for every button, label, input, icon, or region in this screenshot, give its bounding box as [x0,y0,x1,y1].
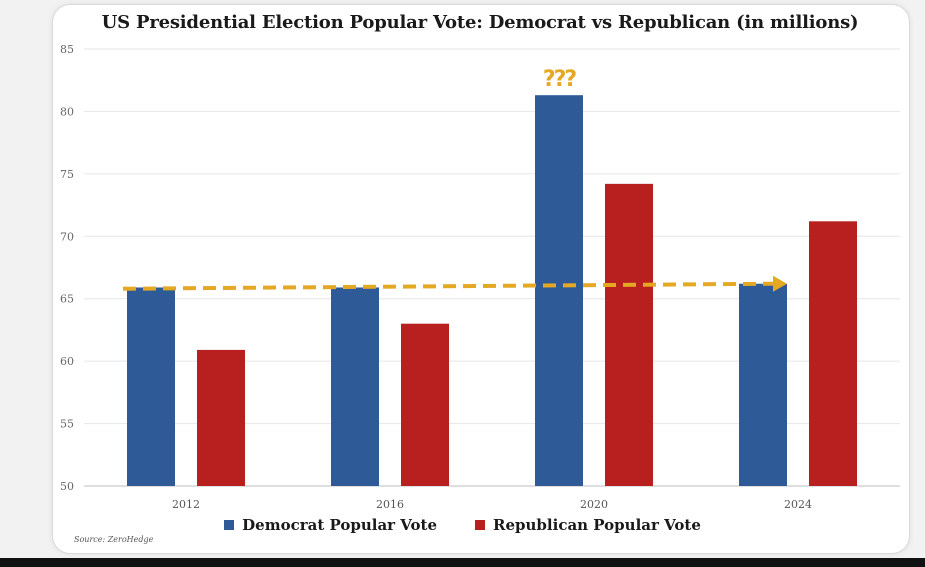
trend-arrow-head [773,275,787,292]
legend-item-democrat: Democrat Popular Vote [224,516,437,534]
legend-swatch-democrat [224,520,235,530]
x-tick-label: 2024 [784,498,812,511]
y-tick-label: 50 [60,480,74,493]
y-tick-label: 80 [60,105,74,118]
trend-arrow-line [122,281,774,291]
x-tick-label: 2016 [376,498,404,511]
y-tick-label: 55 [60,418,74,431]
source-note: Source: ZeroHedge [74,535,154,544]
chart-title: US Presidential Election Popular Vote: D… [101,12,859,33]
question-marks-annotation: ??? [543,67,577,92]
legend-label-democrat: Democrat Popular Vote [242,516,438,534]
legend-swatch-republican [475,520,486,530]
y-tick-label: 60 [60,355,74,368]
x-tick-label: 2020 [580,498,608,511]
bar-republican-2024 [809,221,857,486]
chart-legend: Democrat Popular Vote Republican Popular… [0,516,925,534]
legend-label-republican: Republican Popular Vote [493,516,701,534]
y-tick-label: 65 [60,293,74,306]
bar-republican-2016 [401,323,449,486]
x-tick-label: 2012 [172,498,200,511]
bottom-bar [0,558,925,567]
bar-democrat-2024 [739,283,787,486]
bar-republican-2012 [197,349,245,486]
bar-democrat-2020 [535,95,583,486]
y-tick-label: 85 [60,43,74,56]
bar-democrat-2012 [127,287,175,486]
y-tick-label: 70 [60,230,74,243]
legend-item-republican: Republican Popular Vote [475,516,701,534]
bar-republican-2020 [605,183,653,487]
bar-democrat-2016 [331,287,379,486]
y-tick-label: 75 [60,168,74,181]
